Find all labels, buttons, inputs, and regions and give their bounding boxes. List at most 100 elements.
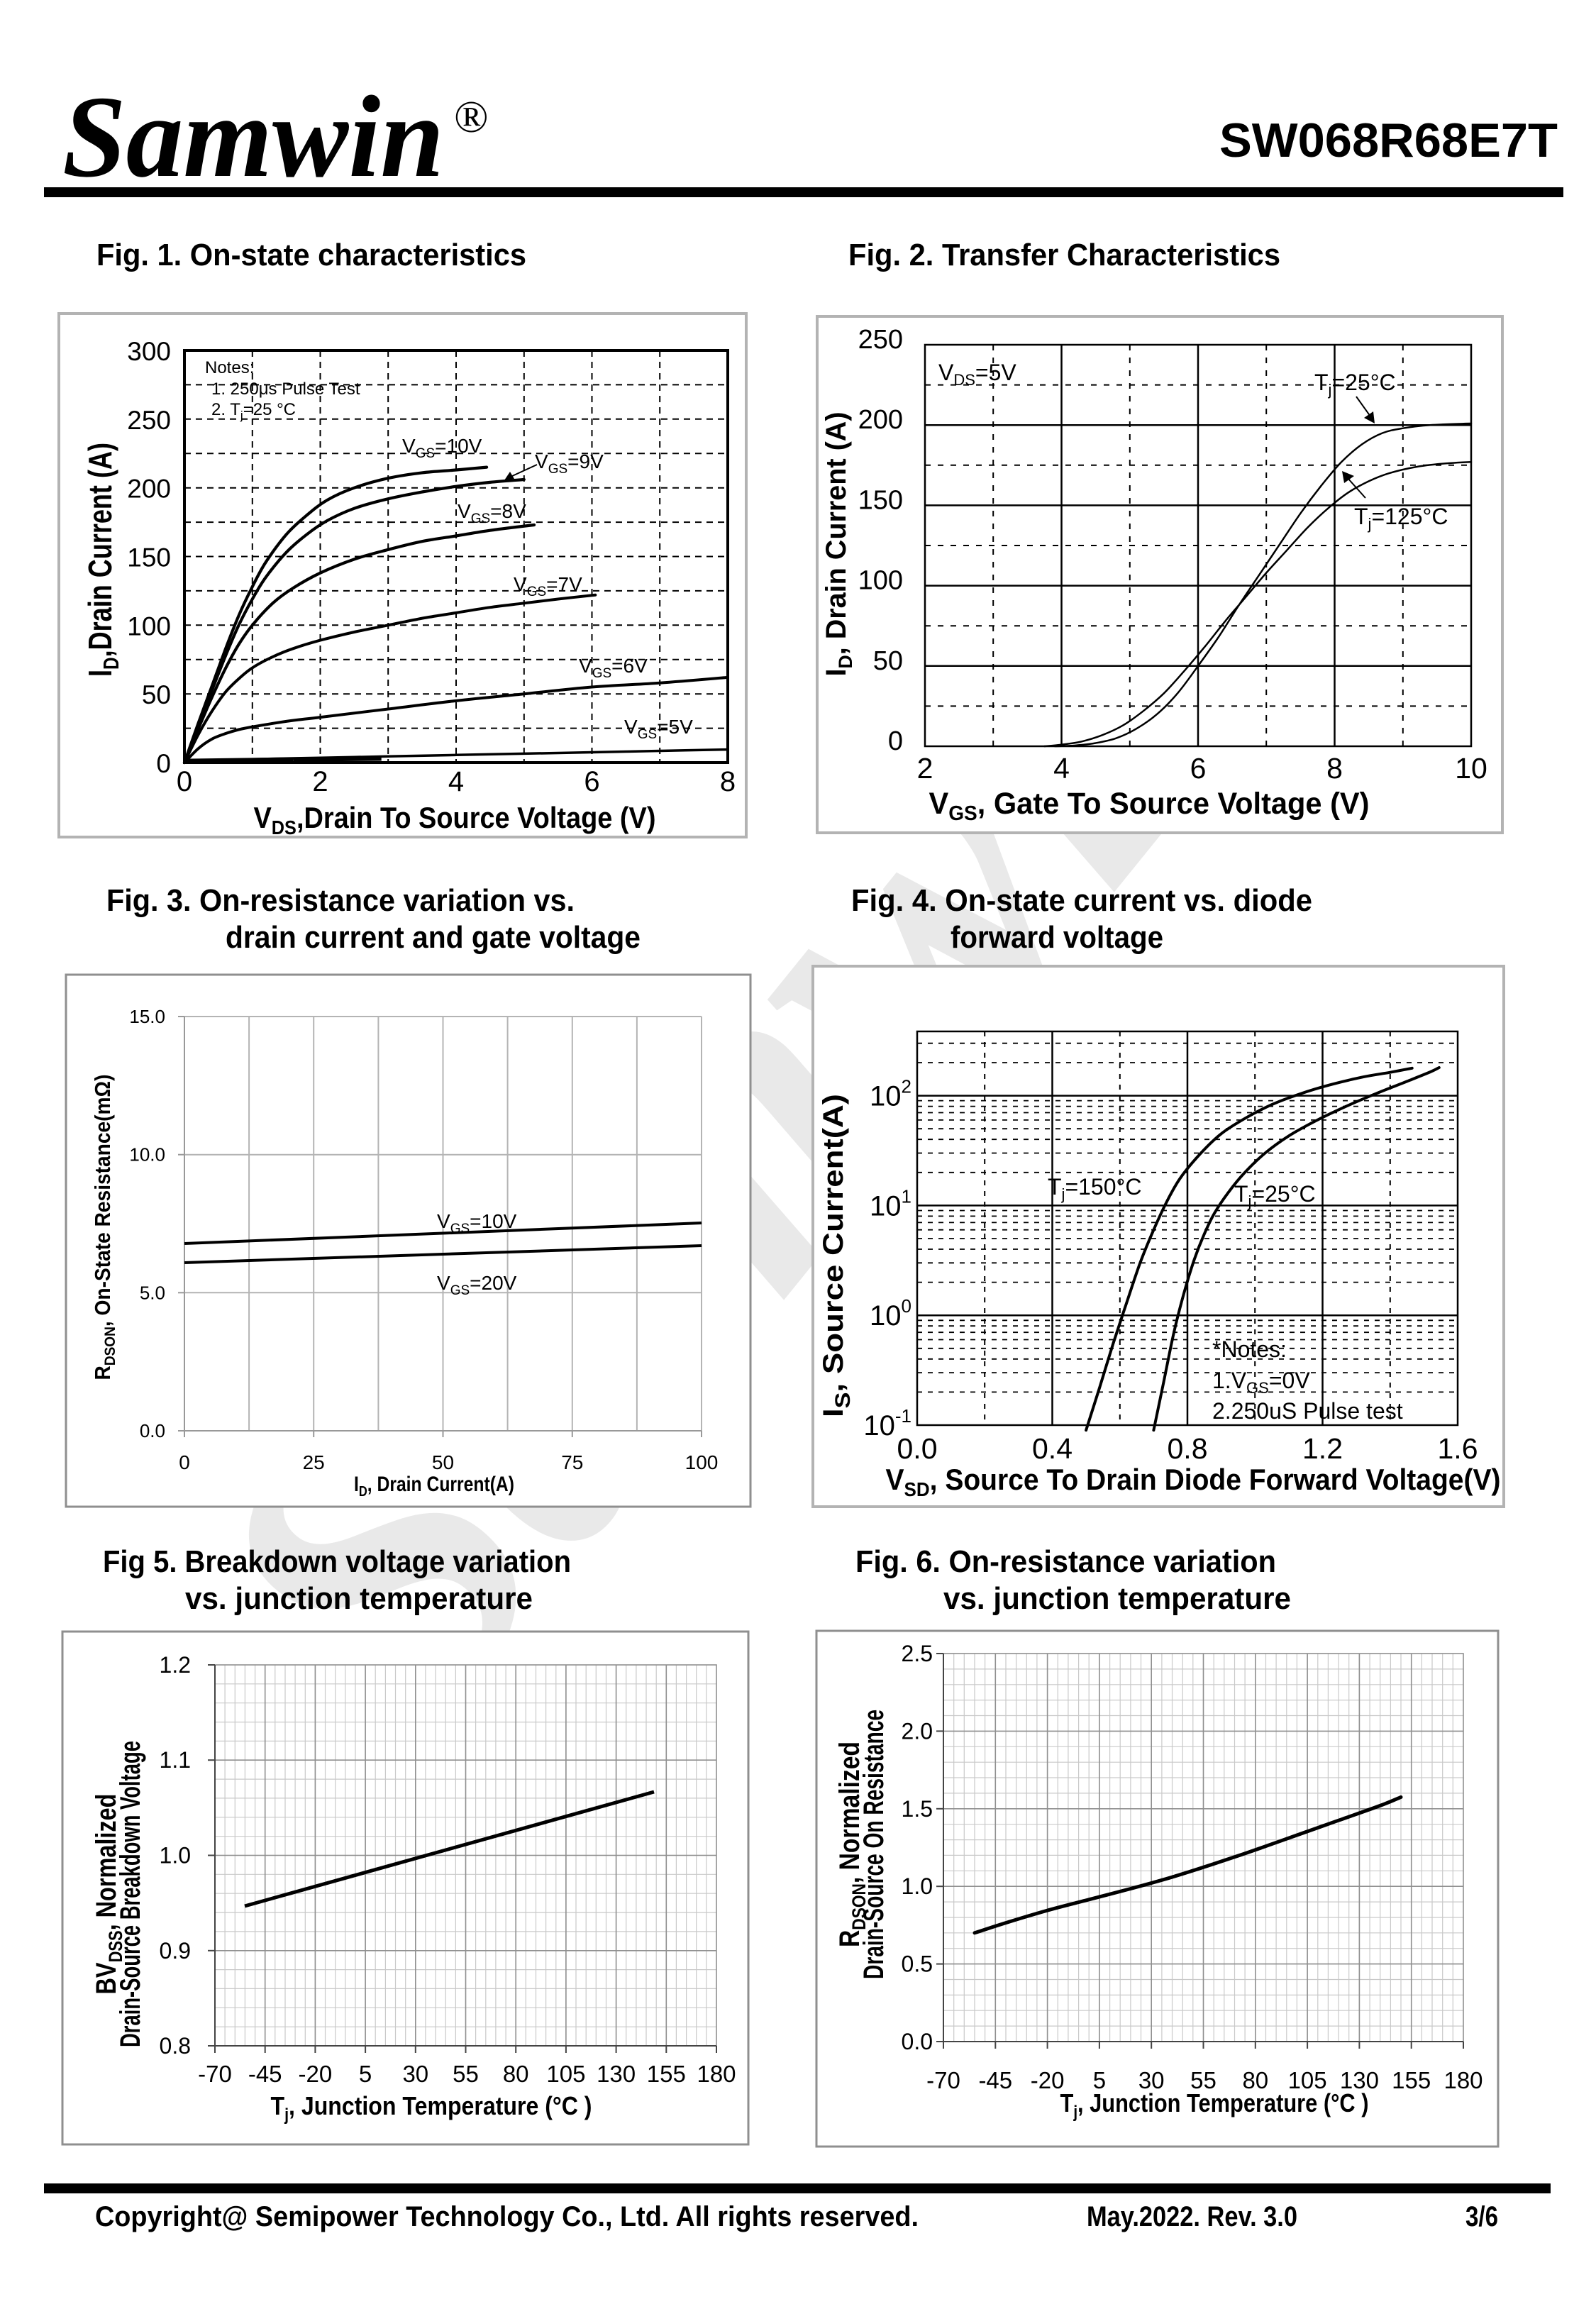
svg-text:Fig. 6. On-resistance variatio: Fig. 6. On-resistance variation	[855, 1544, 1276, 1579]
svg-text:1.VGS=0V: 1.VGS=0V	[1212, 1368, 1310, 1397]
svg-text:VDS,Drain To Source Voltage (V: VDS,Drain To Source Voltage (V)	[254, 801, 656, 838]
svg-text:0.9: 0.9	[160, 1938, 191, 1964]
svg-text:1.2: 1.2	[160, 1652, 191, 1678]
svg-text:4: 4	[1053, 752, 1070, 785]
svg-text:Drain-Source Breakdown Voltage: Drain-Source Breakdown Voltage	[115, 1741, 146, 2047]
svg-text:30: 30	[1138, 2067, 1165, 2093]
svg-text:RDSON, On-State Resistance(mΩ): RDSON, On-State Resistance(mΩ)	[90, 1075, 118, 1380]
svg-text:1. 250μs Pulse Test: 1. 250μs Pulse Test	[211, 380, 360, 399]
svg-text:130: 130	[1340, 2067, 1379, 2093]
svg-text:300: 300	[127, 337, 171, 366]
svg-text:RDSON, Normalized: RDSON, Normalized	[834, 1742, 870, 1947]
svg-text:10.0: 10.0	[129, 1144, 165, 1165]
svg-text:Fig. 1. On-state characteristi: Fig. 1. On-state characteristics	[96, 238, 526, 272]
svg-text:25: 25	[303, 1451, 325, 1473]
svg-text:15.0: 15.0	[129, 1006, 165, 1027]
svg-text:Tj=150°C: Tj=150°C	[1048, 1174, 1141, 1203]
svg-text:8: 8	[720, 766, 736, 797]
svg-text:-70: -70	[926, 2067, 960, 2093]
svg-text:10: 10	[1455, 752, 1487, 785]
svg-text:VGS=9V: VGS=9V	[535, 450, 604, 477]
svg-text:75: 75	[561, 1451, 583, 1473]
svg-text:Copyright@ Semipower Technolog: Copyright@ Semipower Technology Co., Ltd…	[95, 2201, 919, 2232]
svg-text:1.1: 1.1	[160, 1747, 191, 1773]
svg-text:drain current and gate voltage: drain current and gate voltage	[226, 920, 641, 955]
svg-text:200: 200	[127, 475, 171, 504]
svg-text:0.8: 0.8	[160, 2033, 191, 2059]
svg-text:80: 80	[1242, 2067, 1268, 2093]
svg-text:0.5: 0.5	[902, 1951, 933, 1977]
svg-text:155: 155	[1392, 2067, 1431, 2093]
svg-text:Notes:: Notes:	[205, 358, 254, 377]
svg-text:VGS=10V: VGS=10V	[402, 435, 482, 461]
svg-text:-70: -70	[198, 2061, 232, 2087]
svg-text:0: 0	[179, 1451, 190, 1473]
svg-text:Tj=25°C: Tj=25°C	[1234, 1181, 1316, 1210]
svg-text:ID, Drain Current (A): ID, Drain Current (A)	[821, 412, 856, 677]
svg-text:IS, Source Current(A): IS, Source Current(A)	[818, 1094, 855, 1417]
svg-text:150: 150	[858, 485, 903, 515]
svg-text:105: 105	[546, 2061, 585, 2087]
svg-text:BVDSS, Normalized: BVDSS, Normalized	[91, 1794, 126, 1995]
svg-text:6: 6	[1190, 752, 1207, 785]
svg-text:*Notes:: *Notes:	[1212, 1336, 1287, 1362]
svg-text:VSD, Source To Drain Diode For: VSD, Source To Drain Diode Forward Volta…	[886, 1463, 1501, 1500]
svg-text:vs. junction temperature: vs. junction temperature	[943, 1581, 1291, 1616]
svg-text:1.6: 1.6	[1438, 1432, 1478, 1465]
svg-text:VGS=6V: VGS=6V	[579, 655, 648, 681]
svg-text:0.0: 0.0	[902, 2029, 933, 2054]
svg-text:Fig. 4. On-state current vs. d: Fig. 4. On-state current vs. diode	[851, 883, 1312, 918]
svg-text:0.4: 0.4	[1032, 1432, 1073, 1465]
svg-text:Fig 5. Breakdown voltage varia: Fig 5. Breakdown voltage variation	[103, 1544, 571, 1579]
svg-text:VGS=8V: VGS=8V	[458, 500, 526, 526]
svg-text:Fig. 3. On-resistance variatio: Fig. 3. On-resistance variation vs.	[106, 883, 575, 918]
svg-text:30: 30	[402, 2061, 428, 2087]
svg-text:3/6: 3/6	[1465, 2201, 1498, 2232]
svg-text:100: 100	[127, 611, 171, 641]
svg-text:6: 6	[584, 766, 599, 797]
svg-text:0: 0	[888, 726, 903, 756]
svg-text:1.5: 1.5	[902, 1796, 933, 1822]
svg-text:Tj, Junction Temperature (°C: Tj, Junction Temperature (°C )	[271, 2091, 592, 2125]
svg-text:-45: -45	[248, 2061, 282, 2087]
svg-text:-20: -20	[299, 2061, 333, 2087]
svg-text:-20: -20	[1031, 2067, 1065, 2093]
svg-text:180: 180	[697, 2061, 736, 2087]
svg-text:80: 80	[503, 2061, 529, 2087]
svg-text:Tj, Junction Temperature (°C: Tj, Junction Temperature (°C )	[1060, 2088, 1369, 2122]
svg-text:forward voltage: forward voltage	[951, 920, 1163, 955]
svg-text:May.2022. Rev. 3.0: May.2022. Rev. 3.0	[1087, 2201, 1297, 2232]
svg-text:ID, Drain Current(A): ID, Drain Current(A)	[354, 1473, 514, 1500]
svg-text:50: 50	[432, 1451, 454, 1473]
svg-text:105: 105	[1288, 2067, 1327, 2093]
svg-text:Tj=125°C: Tj=125°C	[1354, 504, 1448, 533]
svg-text:VGS=20V: VGS=20V	[437, 1272, 517, 1298]
svg-text:155: 155	[647, 2061, 686, 2087]
svg-text:2: 2	[312, 766, 328, 797]
svg-text:50: 50	[873, 646, 903, 676]
svg-text:8: 8	[1326, 752, 1343, 785]
svg-text:150: 150	[127, 543, 171, 572]
svg-text:50: 50	[142, 680, 171, 709]
svg-text:VGS, Gate To Source Voltage (: VGS, Gate To Source Voltage (V)	[929, 787, 1370, 825]
svg-text:2: 2	[917, 752, 933, 785]
svg-text:0.8: 0.8	[1168, 1432, 1208, 1465]
svg-text:5: 5	[359, 2061, 372, 2087]
svg-text:1.0: 1.0	[902, 1873, 933, 1899]
svg-text:0: 0	[177, 766, 192, 797]
svg-text:VGS=5V: VGS=5V	[624, 716, 693, 742]
svg-text:55: 55	[1190, 2067, 1217, 2093]
svg-text:Fig. 2. Transfer Characteristi: Fig. 2. Transfer Characteristics	[848, 238, 1280, 272]
svg-text:Tj=25°C: Tj=25°C	[1314, 370, 1396, 399]
svg-text:100: 100	[685, 1451, 719, 1473]
svg-text:VGS=7V: VGS=7V	[514, 573, 582, 599]
svg-text:0.0: 0.0	[897, 1432, 938, 1465]
svg-text:100: 100	[870, 1295, 911, 1331]
svg-text:180: 180	[1443, 2067, 1483, 2093]
svg-text:-45: -45	[978, 2067, 1012, 2093]
svg-text:130: 130	[597, 2061, 636, 2087]
svg-text:4: 4	[448, 766, 464, 797]
svg-text:2.250uS Pulse test: 2.250uS Pulse test	[1212, 1398, 1403, 1424]
svg-text:55: 55	[453, 2061, 479, 2087]
svg-text:SW068R68E7T: SW068R68E7T	[1219, 113, 1558, 167]
